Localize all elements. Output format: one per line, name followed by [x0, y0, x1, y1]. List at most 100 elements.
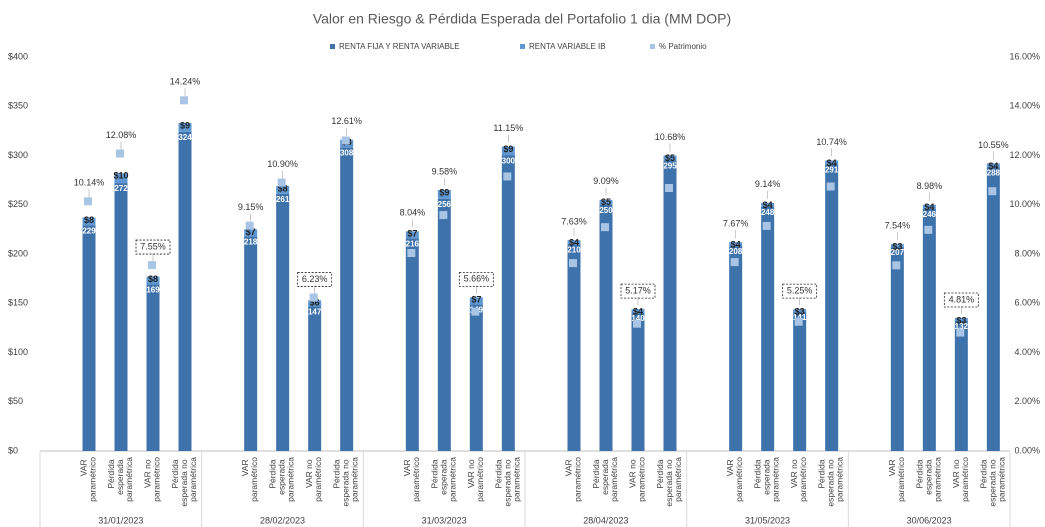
percent-label: 12.08% [106, 130, 137, 140]
x-tick-label: Pérdida esperada no paramétrica [655, 457, 683, 507]
marker [569, 259, 577, 268]
y2-tick-label: 4.00% [1014, 347, 1040, 357]
percent-label: 10.90% [267, 159, 298, 169]
bar-label: $9 [503, 144, 513, 154]
bar-segment [599, 204, 613, 451]
bar-label: $4 [633, 307, 643, 317]
label-box [135, 239, 171, 255]
label-box [782, 283, 818, 299]
x-tick-label: VAR no paramétrico [466, 457, 485, 502]
percent-label: 5.17% [625, 286, 651, 296]
x-tick-label: Pérdida esperada paramétrica [753, 457, 781, 502]
percent-label: 9.58% [432, 166, 458, 176]
y-tick-label: $0 [8, 445, 18, 455]
bar-label: 300 [502, 157, 516, 166]
x-tick-label: VAR paramétrico [402, 457, 421, 502]
marker [116, 149, 124, 158]
y2-tick-label: 8.00% [1014, 248, 1040, 258]
x-tick-label: Pérdida esperada paramétrica [591, 457, 619, 502]
x-tick-label: VAR no paramétrico [628, 457, 647, 502]
y-tick-label: $100 [8, 347, 28, 357]
bar-segment [340, 147, 354, 451]
marker [180, 96, 188, 105]
legend-label: RENTA FIJA Y RENTA VARIABLE [339, 42, 460, 51]
group-label: 31/03/2023 [422, 515, 467, 525]
marker [84, 197, 92, 206]
marker [956, 328, 965, 337]
bar-segment [663, 160, 677, 452]
bar-segment [244, 236, 258, 451]
percent-label: 9.14% [755, 179, 781, 189]
percent-label: 8.98% [917, 181, 943, 191]
bar-segment [793, 309, 807, 313]
bar-segment [405, 231, 419, 239]
percent-label: 7.63% [561, 217, 587, 227]
marker [730, 258, 739, 267]
percent-label: 5.25% [787, 286, 813, 296]
bar-label: 308 [340, 149, 354, 158]
bar-segment [663, 155, 677, 161]
percent-label: 7.55% [140, 241, 166, 251]
bar-segment [986, 167, 1000, 451]
marker [148, 261, 156, 270]
bar-segment [825, 160, 839, 165]
marker [341, 136, 350, 145]
bar-label: 246 [923, 210, 937, 219]
bar-segment [890, 247, 904, 451]
x-tick-label: Pérdida esperada no paramétrica [332, 457, 360, 507]
bar-label: 216 [406, 239, 420, 248]
legend-label: % Patrimonio [659, 42, 707, 51]
bar-segment [986, 163, 1000, 168]
y2-tick-label: 10.00% [1009, 199, 1040, 209]
bar-segment [599, 199, 613, 205]
percent-label: 9.09% [593, 176, 619, 186]
bar-segment [922, 204, 936, 209]
bar-label: 132 [955, 322, 969, 331]
bar-label: $6 [310, 298, 320, 308]
bar-label: 272 [114, 184, 128, 193]
y-tick-label: $350 [8, 101, 28, 111]
y-tick-label: $300 [8, 150, 28, 160]
percent-label: 11.15% [493, 123, 523, 133]
y2-tick-label: 12.00% [1009, 150, 1040, 160]
bar-label: 147 [308, 307, 322, 316]
bar-segment [761, 202, 775, 207]
bar-label: 256 [438, 200, 452, 209]
bar-segment [631, 313, 645, 451]
label-box [297, 272, 333, 287]
bar-label: $4 [924, 202, 934, 212]
legend-swatch [520, 44, 525, 49]
label-box [943, 292, 979, 308]
bar-segment [469, 297, 483, 305]
bar-label: 295 [663, 162, 677, 171]
bar-label: $5 [665, 153, 675, 163]
marker [633, 319, 641, 328]
legend-swatch [330, 44, 335, 49]
marker [309, 293, 318, 302]
bar-label: $4 [988, 161, 998, 171]
bar-segment [729, 246, 743, 451]
bar-segment [954, 320, 968, 451]
bar-label: $8 [84, 215, 94, 225]
y2-tick-label: 6.00% [1014, 298, 1040, 308]
bar-label: 207 [891, 248, 905, 257]
bar-segment [82, 225, 96, 451]
bar-label: $7 [407, 229, 417, 239]
y2-tick-label: 0.00% [1014, 445, 1040, 455]
bar-label: 250 [599, 206, 613, 215]
bar-label: $3 [892, 242, 902, 252]
bar-segment [761, 206, 775, 451]
x-tick-label: VAR paramétrico [887, 457, 906, 502]
legend-label: RENTA VARIABLE IB [529, 42, 606, 51]
bar-label: $8 [278, 183, 288, 193]
percent-label: 5.66% [464, 274, 490, 284]
x-tick-label: Pérdida esperada no paramétrica [494, 457, 522, 507]
percent-label: 7.54% [885, 221, 911, 231]
percent-label: 10.74% [816, 137, 847, 147]
group-label: 31/01/2023 [98, 515, 143, 525]
x-tick-label: Pérdida esperada no paramétrica [979, 457, 1007, 507]
marker [988, 187, 997, 196]
marker [762, 221, 771, 230]
bar-segment [146, 276, 160, 285]
bar-label: $7 [471, 295, 481, 305]
